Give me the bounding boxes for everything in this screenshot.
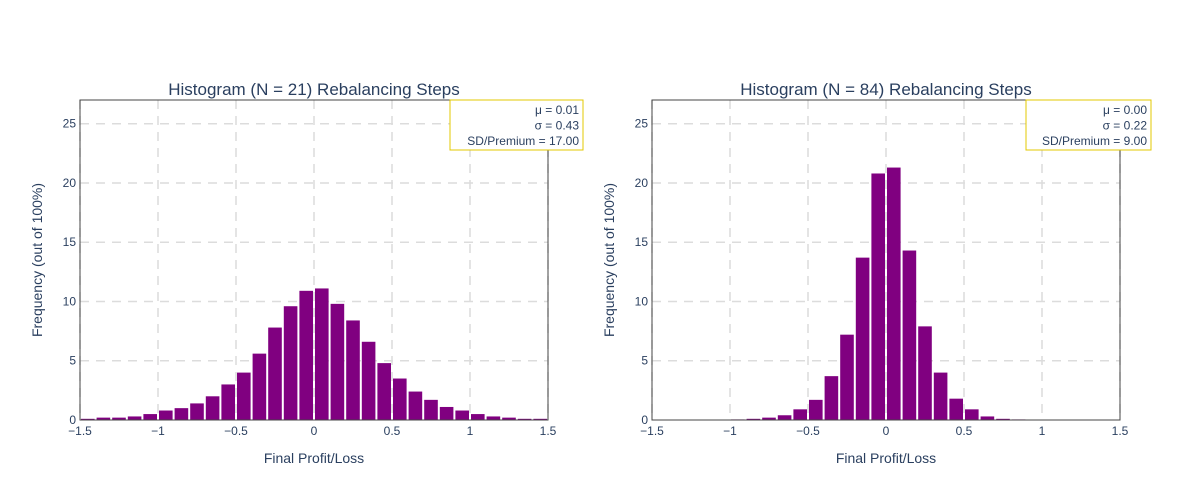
- stats-box: [1025, 99, 1152, 151]
- stat-sd-premium: SD/Premium = 9.00: [1042, 134, 1147, 148]
- histogram-bar: [793, 409, 807, 420]
- x-tick-label: −1.5: [640, 424, 664, 438]
- x-tick-label: 1: [1039, 424, 1046, 438]
- x-tick-label: 0.5: [384, 424, 401, 438]
- histogram-bar: [471, 414, 485, 420]
- chart-title: Histogram (N = 21) Rebalancing Steps: [168, 80, 460, 99]
- histogram-bar: [143, 414, 157, 420]
- histogram-bar: [502, 417, 516, 420]
- x-tick-label: −0.5: [224, 424, 248, 438]
- y-tick-label: 20: [63, 176, 77, 190]
- x-tick-label: 1.5: [540, 424, 557, 438]
- histogram-bar: [855, 257, 870, 420]
- histogram-bar: [112, 417, 126, 420]
- stat-sigma: σ = 0.43: [535, 119, 580, 133]
- histogram-bar: [533, 418, 547, 420]
- histogram-bar: [96, 417, 111, 420]
- histogram-bar: [127, 416, 142, 420]
- x-tick-label: 0: [311, 424, 318, 438]
- histogram-bar: [159, 410, 173, 420]
- histogram-bar: [517, 418, 532, 420]
- x-tick-label: 0.5: [956, 424, 973, 438]
- histogram-bar: [777, 415, 792, 420]
- stat-sigma: σ = 0.22: [1103, 119, 1148, 133]
- x-tick-label: −1: [723, 424, 737, 438]
- histogram-bar: [933, 372, 948, 420]
- plot-frame: [651, 99, 1121, 421]
- y-tick-label: 0: [69, 413, 76, 427]
- histogram-bar: [746, 418, 761, 420]
- histogram-bar: [221, 384, 235, 420]
- x-tick-label: 1: [467, 424, 474, 438]
- histogram-bar: [824, 376, 839, 420]
- y-tick-label: 25: [63, 117, 77, 131]
- chart-panel-1: −1.5 −1 −0.5 0 0.5 1 1.5 0 5 10 15 20 25 Histogram (N…: [29, 80, 584, 466]
- y-tick-label: 25: [635, 117, 649, 131]
- stat-mean: μ = 0.01: [535, 103, 579, 117]
- chart-panel-2: −1.5 −1 −0.5 0 0.5 1 1.5 0 5 10 15 20 25 Histogram (N…: [601, 80, 1152, 466]
- histogram-bar: [424, 399, 438, 420]
- y-tick-label: 5: [641, 354, 648, 368]
- x-axis-title: Final Profit/Loss: [836, 450, 936, 466]
- histogram-bar: [980, 416, 995, 420]
- x-tick-label: −0.5: [796, 424, 820, 438]
- histogram-bar: [996, 418, 1010, 420]
- histogram-bar: [949, 398, 963, 420]
- histogram-bar: [965, 409, 979, 420]
- histogram-bar: [809, 399, 823, 420]
- histogram-bar: [871, 173, 885, 420]
- histogram-bar: [393, 378, 407, 420]
- histogram-bar: [762, 417, 776, 420]
- stat-sd-premium: SD/Premium = 17.00: [467, 134, 579, 148]
- histogram-bar: [268, 327, 282, 420]
- histogram-bar: [840, 334, 854, 420]
- y-tick-label: 15: [63, 235, 77, 249]
- histogram-bar: [174, 408, 189, 420]
- histogram-bar: [408, 391, 423, 420]
- histogram-bar: [439, 406, 454, 420]
- y-tick-label: 0: [641, 413, 648, 427]
- histogram-bar: [205, 396, 220, 420]
- y-axis-title: Frequency (out of 100%): [29, 183, 45, 337]
- histogram-bar: [237, 372, 251, 420]
- histogram-bar: [283, 306, 298, 420]
- x-tick-label: 1.5: [1112, 424, 1129, 438]
- y-tick-label: 20: [635, 176, 649, 190]
- x-tick-label: −1: [151, 424, 165, 438]
- histogram-bar: [346, 320, 360, 420]
- histogram-bar: [887, 167, 901, 420]
- y-tick-label: 15: [635, 235, 649, 249]
- y-axis-title: Frequency (out of 100%): [601, 183, 617, 337]
- histogram-bar: [377, 363, 391, 420]
- y-tick-label: 10: [635, 294, 649, 308]
- histogram-bar: [361, 341, 376, 420]
- histogram-bar: [330, 303, 345, 420]
- y-tick-label: 5: [69, 354, 76, 368]
- histogram-bar: [315, 288, 329, 420]
- histogram-bar: [455, 410, 469, 420]
- chart-title: Histogram (N = 84) Rebalancing Steps: [740, 80, 1032, 99]
- histogram-bar: [486, 416, 501, 420]
- x-tick-label: −1.5: [68, 424, 92, 438]
- histogram-bar: [190, 403, 204, 420]
- y-tick-label: 10: [63, 294, 77, 308]
- histogram-bar: [902, 250, 917, 420]
- stat-mean: μ = 0.00: [1103, 103, 1147, 117]
- stats-box: [449, 99, 584, 151]
- histogram-bar: [299, 290, 313, 420]
- x-axis-title: Final Profit/Loss: [264, 450, 364, 466]
- histogram-bar: [252, 353, 267, 420]
- histogram-bar: [81, 418, 95, 420]
- x-tick-label: 0: [883, 424, 890, 438]
- histogram-bar: [918, 326, 932, 420]
- plot-frame: [79, 99, 549, 421]
